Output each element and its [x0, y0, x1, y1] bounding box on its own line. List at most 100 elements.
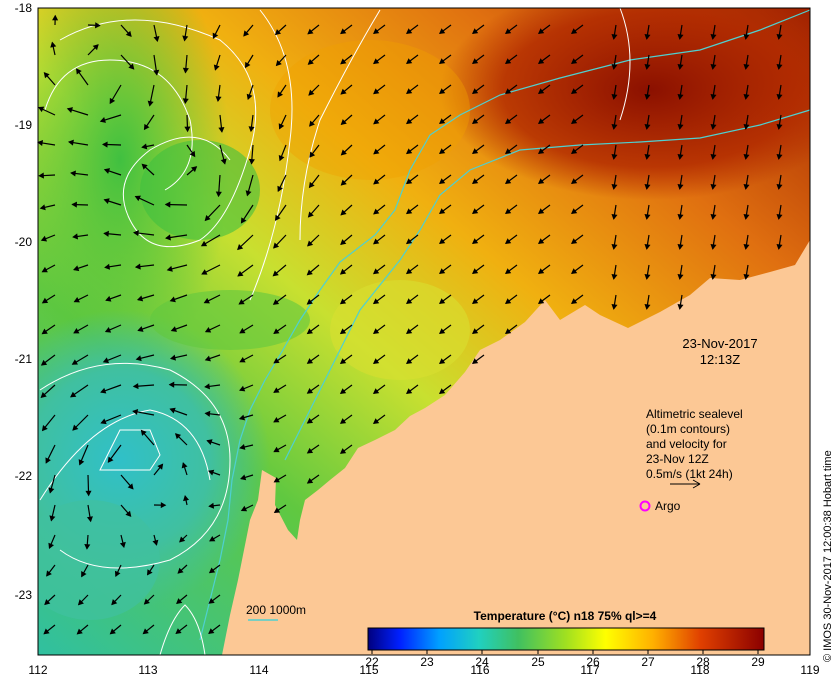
- colorbar-tick: 24: [475, 655, 489, 669]
- velocity-arrowhead: [182, 67, 189, 74]
- velocity-arrowhead: [248, 126, 255, 133]
- velocity-arrowhead: [570, 208, 578, 215]
- velocity-arrowhead: [183, 495, 190, 502]
- velocity-arrowhead: [38, 172, 44, 179]
- velocity-arrowhead: [438, 388, 446, 395]
- bathymetry-contours: [199, 9, 811, 641]
- velocity-arrowhead: [166, 265, 173, 272]
- velocity-arrowhead: [143, 598, 150, 605]
- velocity-arrowhead: [46, 570, 52, 577]
- velocity-arrowhead: [135, 355, 142, 362]
- velocity-arrowhead: [137, 326, 144, 332]
- velocity-arrowhead: [238, 298, 245, 305]
- velocity-arrowhead: [677, 213, 684, 220]
- velocity-arrowhead: [710, 93, 717, 100]
- velocity-arrowhead: [71, 201, 77, 208]
- velocity-arrowhead: [405, 358, 413, 365]
- velocity-arrowhead: [246, 93, 253, 100]
- velocity-arrowhead: [339, 268, 347, 275]
- argo-label: Argo: [655, 499, 681, 513]
- velocity-legend: Altimetric sealevel (0.1m contours) and …: [646, 407, 743, 489]
- velocity-arrowhead: [189, 150, 196, 158]
- velocity-arrowhead: [570, 118, 578, 125]
- velocity-arrowhead: [41, 424, 48, 432]
- velocity-arrowhead: [102, 357, 110, 364]
- velocity-arrowhead: [169, 296, 176, 303]
- velocity-arrowhead: [504, 178, 512, 185]
- velocity-arrowhead: [40, 392, 47, 398]
- velocity-arrowhead: [438, 118, 446, 125]
- velocity-arrowhead: [710, 243, 717, 250]
- velocity-arrowhead: [103, 198, 110, 205]
- velocity-arrowhead: [77, 599, 84, 606]
- velocity-arrowhead: [306, 417, 314, 424]
- velocity-arrowhead: [127, 483, 134, 490]
- velocity-arrowhead: [471, 28, 479, 35]
- velocity-arrowhead: [373, 178, 380, 185]
- velocity-arrowhead: [644, 33, 651, 40]
- velocity-arrowhead: [134, 263, 141, 270]
- velocity-arrowhead: [76, 68, 82, 75]
- velocity-arrowhead: [125, 510, 132, 517]
- velocity-arrowhead: [107, 456, 114, 463]
- velocity-arrowhead: [405, 268, 413, 275]
- velocity-arrowhead: [218, 126, 225, 133]
- velocity-arrowhead: [67, 139, 74, 146]
- velocity-arrowhead: [611, 183, 618, 190]
- velocity-arrowhead: [570, 298, 578, 305]
- velocity-arrowhead: [70, 391, 77, 398]
- velocity-arrowhead: [438, 298, 446, 305]
- velocity-arrowhead: [570, 238, 578, 245]
- velocity-arrowhead: [340, 88, 347, 95]
- velocity-arrowhead: [204, 214, 211, 222]
- velocity-arrowhead: [169, 407, 176, 414]
- velocity-arrowhead: [212, 32, 219, 39]
- velocity-arrowhead: [743, 213, 750, 220]
- velocity-arrowhead: [100, 418, 107, 425]
- velocity-arrowhead: [274, 29, 282, 36]
- velocity-arrowhead: [471, 178, 479, 185]
- velocity-arrowhead: [611, 303, 618, 310]
- velocity-arrowhead: [373, 208, 380, 215]
- velocity-arrowhead: [240, 217, 247, 224]
- velocity-arrowhead: [644, 213, 651, 220]
- velocity-arrowhead: [471, 298, 479, 305]
- velocity-arrowhead: [471, 58, 479, 65]
- velocity-arrowhead: [81, 571, 87, 578]
- velocity-arrowhead: [73, 328, 80, 334]
- velocity-arrowhead: [103, 168, 111, 174]
- velocity-arrowhead: [141, 143, 148, 150]
- velocity-arrowhead: [340, 28, 347, 35]
- velocity-arrowhead: [438, 268, 446, 275]
- velocity-arrowhead: [438, 328, 446, 335]
- velocity-arrowhead: [43, 72, 50, 79]
- velocity-arrowhead: [277, 185, 283, 193]
- velocity-arrowhead: [209, 536, 216, 542]
- velocity-arrowhead: [405, 328, 413, 335]
- lat-tick: -23: [15, 588, 33, 602]
- velocity-arrowhead: [44, 599, 51, 606]
- velocity-arrowhead: [273, 507, 281, 513]
- velocity-arrowhead: [245, 190, 252, 197]
- velocity-arrowhead: [372, 388, 380, 395]
- velocity-arrowhead: [39, 204, 46, 211]
- velocity-arrowhead: [71, 359, 78, 365]
- velocity-arrowhead: [611, 33, 618, 40]
- velocity-arrowhead: [339, 328, 347, 335]
- lon-tick: 115: [359, 663, 378, 677]
- velocity-arrowhead: [570, 88, 578, 95]
- velocity-arrowhead: [438, 88, 446, 95]
- velocity-arrowhead: [215, 96, 222, 102]
- velocity-arrowhead: [92, 44, 99, 51]
- velocity-arrowhead: [372, 418, 380, 425]
- velocity-arrows: [37, 14, 783, 635]
- velocity-arrowhead: [776, 243, 783, 250]
- velocity-arrowhead: [306, 269, 313, 276]
- velocity-arrowhead: [677, 63, 684, 70]
- velocity-arrowhead: [570, 148, 578, 155]
- velocity-arrowhead: [611, 273, 618, 280]
- velocity-arrowhead: [504, 268, 512, 275]
- velocity-arrowhead: [307, 211, 314, 218]
- velocity-arrowhead: [710, 153, 717, 160]
